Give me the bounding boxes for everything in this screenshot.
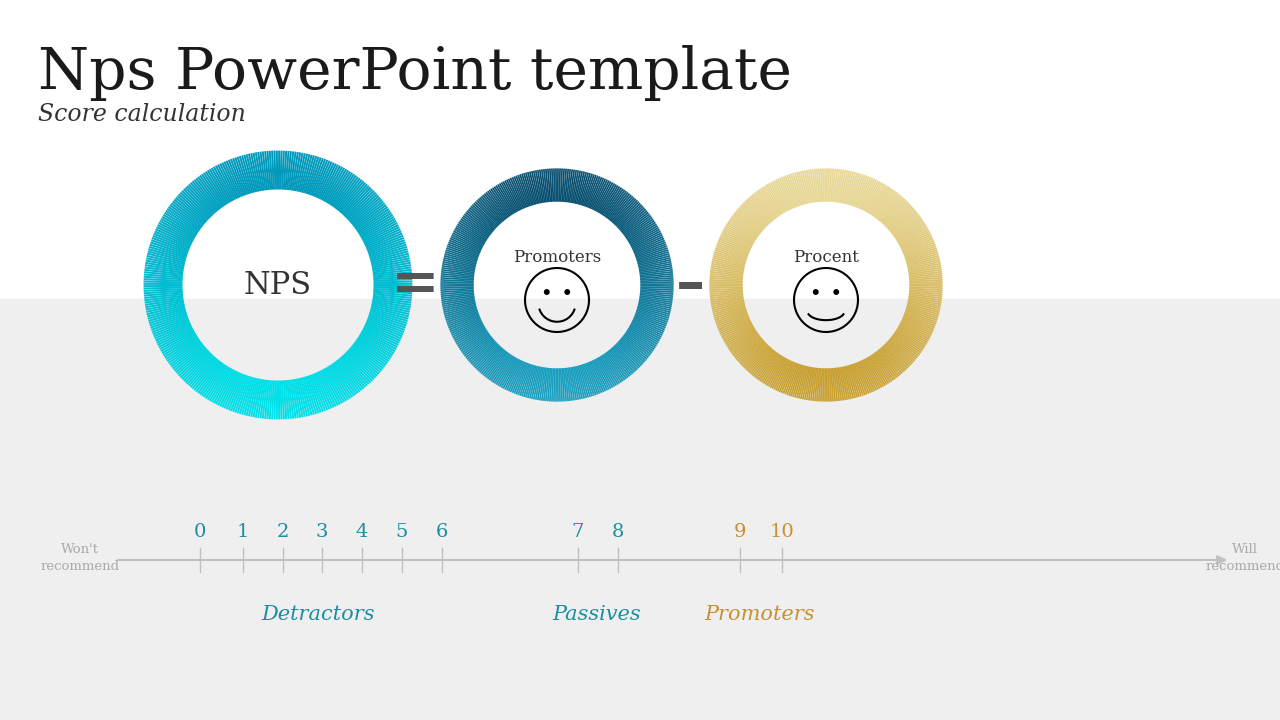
Text: Nps PowerPoint template: Nps PowerPoint template [38,45,792,101]
Text: 8: 8 [612,523,625,541]
Text: Promoters: Promoters [705,606,815,624]
Polygon shape [814,289,818,294]
Text: 3: 3 [316,523,328,541]
Text: 2: 2 [276,523,289,541]
Text: 7: 7 [572,523,584,541]
Text: 1: 1 [237,523,250,541]
Text: –: – [676,257,704,313]
Text: NPS: NPS [244,269,312,300]
Text: 10: 10 [769,523,795,541]
Text: =: = [390,257,439,313]
Polygon shape [835,289,838,294]
Bar [0,0,1280,299]
Text: Detractors: Detractors [261,606,375,624]
Text: Won't
recommend: Won't recommend [41,543,119,573]
Text: 6: 6 [435,523,448,541]
Polygon shape [544,289,549,294]
Text: Will
recommend: Will recommend [1206,543,1280,573]
Text: Score calculation: Score calculation [38,103,246,126]
Text: Passives: Passives [553,606,641,624]
Text: Procent: Procent [794,248,859,266]
Text: 0: 0 [193,523,206,541]
Polygon shape [564,289,570,294]
Bar [0,299,1280,720]
Text: Promoters: Promoters [513,248,602,266]
Text: 9: 9 [733,523,746,541]
Text: 5: 5 [396,523,408,541]
Text: 4: 4 [356,523,369,541]
